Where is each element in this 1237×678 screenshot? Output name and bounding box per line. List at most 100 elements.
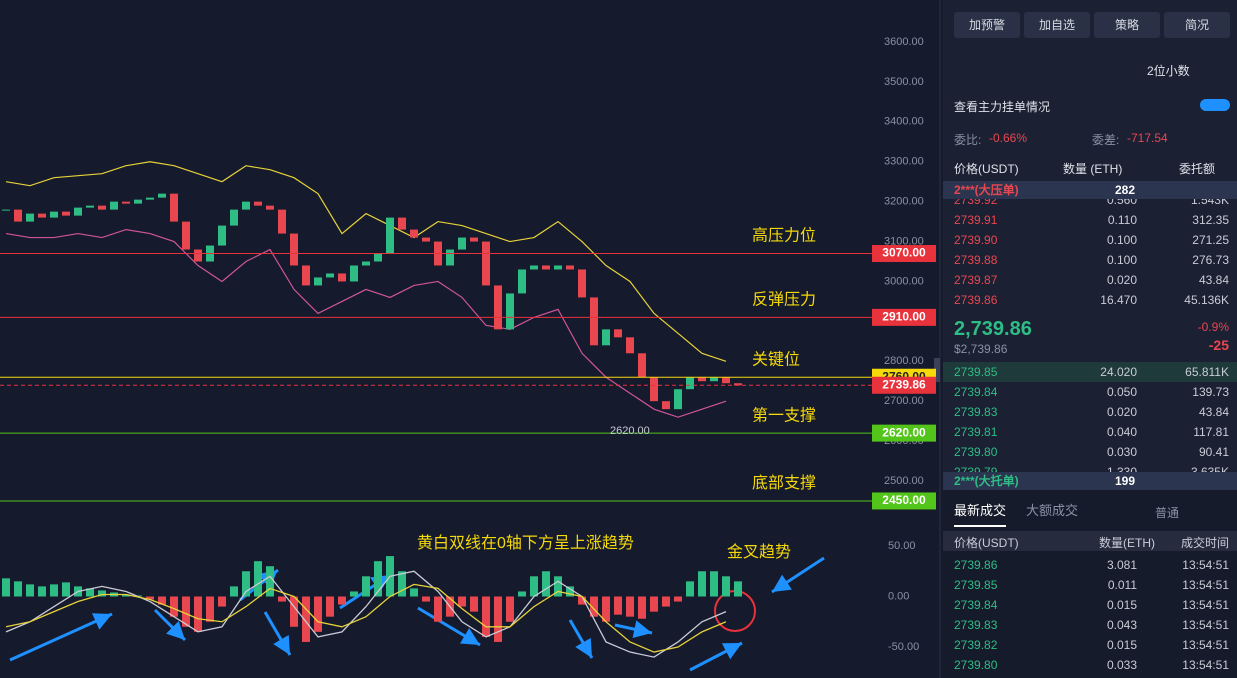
macd-bar: [302, 596, 310, 642]
cell: 139.73: [1192, 385, 1229, 399]
price-tick-label: 2700.00: [884, 395, 924, 407]
macd-bar: [278, 596, 286, 602]
macd-bar: [254, 561, 262, 597]
price-tick-label: 3600.00: [884, 36, 924, 48]
candle: [314, 277, 322, 286]
cell: 45.136K: [1184, 293, 1229, 307]
candle: [506, 293, 514, 330]
macd-bar: [98, 590, 106, 597]
cell: 13:54:51: [1182, 618, 1229, 632]
candle: [422, 237, 430, 242]
cell: 276.73: [1192, 253, 1229, 267]
candle: [530, 265, 538, 270]
ratio-label: 委比:: [954, 133, 982, 147]
button[interactable]: 策略: [1094, 12, 1160, 38]
candle: [38, 213, 46, 218]
cell: 2739.90: [954, 233, 998, 247]
book-row: 2739.91 0.110 312.35: [943, 210, 1237, 230]
macd-note: 黄白双线在0轴下方呈上涨趋势: [417, 534, 634, 552]
candle: [410, 229, 418, 238]
trade-header: 成交时间: [1180, 536, 1229, 550]
candle: [242, 201, 250, 210]
book-row: 2739.86 3.081 13:54:51: [943, 555, 1237, 575]
candle: [98, 205, 106, 210]
bid-big-name: 2***(大托单): [954, 474, 1019, 488]
ask-big-band: 2***(大压单) 282: [943, 181, 1237, 199]
candle: [254, 201, 262, 206]
macd-bar: [590, 596, 598, 617]
diff: -717.54: [1127, 131, 1168, 145]
candle: [554, 265, 562, 270]
macd-bar: [686, 581, 694, 597]
book-row: 2739.84 0.050 139.73: [943, 382, 1237, 402]
macd-bar: [638, 596, 646, 619]
candle: [698, 377, 706, 382]
level-label-box: [872, 492, 936, 510]
button[interactable]: 加预警: [954, 12, 1020, 38]
book-row: 2739.88 0.100 276.73: [943, 250, 1237, 270]
cell: 2739.84: [954, 385, 998, 399]
macd-bar: [422, 596, 430, 602]
candle: [674, 389, 682, 410]
last-price: 2,739.86: [954, 318, 1032, 340]
golden-cross-circle: [714, 590, 756, 632]
macd-bar: [614, 596, 622, 615]
candle: [518, 269, 526, 294]
candle: [218, 225, 226, 246]
candle: [14, 209, 22, 222]
button[interactable]: 简况: [1164, 12, 1230, 38]
level-label-box: [872, 245, 936, 263]
price-tick-label: 3200.00: [884, 196, 924, 208]
change: -25: [1208, 337, 1229, 353]
macd-bar: [290, 596, 298, 627]
macd-bar: [314, 596, 322, 632]
macd-bar: [158, 596, 166, 605]
dea-line: [5, 583, 727, 653]
candle: [494, 285, 502, 330]
macd-bar: [554, 576, 562, 597]
book-header: 价格(USDT): [954, 162, 1019, 176]
candle: [170, 193, 178, 222]
book-row: 2739.85 24.020 65.811K: [943, 362, 1237, 382]
cell: 43.84: [1198, 405, 1229, 419]
cell: 2739.80: [954, 658, 998, 672]
level-label: 2450.00: [882, 493, 926, 507]
macd-bar: [266, 566, 274, 597]
macd-bar: [734, 581, 742, 597]
cell: 2739.83: [954, 618, 998, 632]
candle: [62, 211, 70, 216]
macd-bar: [650, 596, 658, 612]
ask-big-qty: 282: [1115, 183, 1136, 197]
macd-bar: [518, 591, 526, 597]
macd-bar: [338, 596, 346, 605]
candle: [566, 265, 574, 270]
macd-bar: [242, 571, 250, 597]
candle: [458, 237, 466, 250]
cell: 13:54:51: [1182, 658, 1229, 672]
cell: 2739.88: [954, 253, 998, 267]
handle[interactable]: [934, 358, 940, 382]
lower-band: [5, 228, 727, 418]
macd-bar: [710, 571, 718, 597]
cell: 2739.82: [954, 638, 998, 652]
macd-bar: [62, 582, 70, 597]
side-panel: 加预警 加自选 策略 简况 2位小数 查看主力挂单情况 委比: -0.66% 委差: -717.5…: [943, 0, 1237, 678]
candle: [2, 209, 10, 211]
button[interactable]: 加自选: [1024, 12, 1090, 38]
level-label: 2620.00: [882, 425, 926, 439]
cell: 271.25: [1192, 233, 1229, 247]
main-orders: 查看主力挂单情况: [954, 100, 1051, 114]
cell: 2739.91: [954, 213, 998, 227]
tab: 大额成交: [1026, 503, 1079, 518]
cell: 16.470: [1100, 293, 1137, 307]
macd-bar: [662, 596, 670, 607]
macd-bar: [542, 571, 550, 597]
candle: [122, 201, 130, 204]
macd-bar: [206, 596, 214, 622]
macd-bar: [122, 594, 130, 597]
macd-bar: [2, 578, 10, 597]
cell: 2739.83: [954, 405, 998, 419]
macd-bar: [410, 588, 418, 597]
trades-header-bg: [943, 531, 1237, 551]
candle: [722, 377, 730, 384]
